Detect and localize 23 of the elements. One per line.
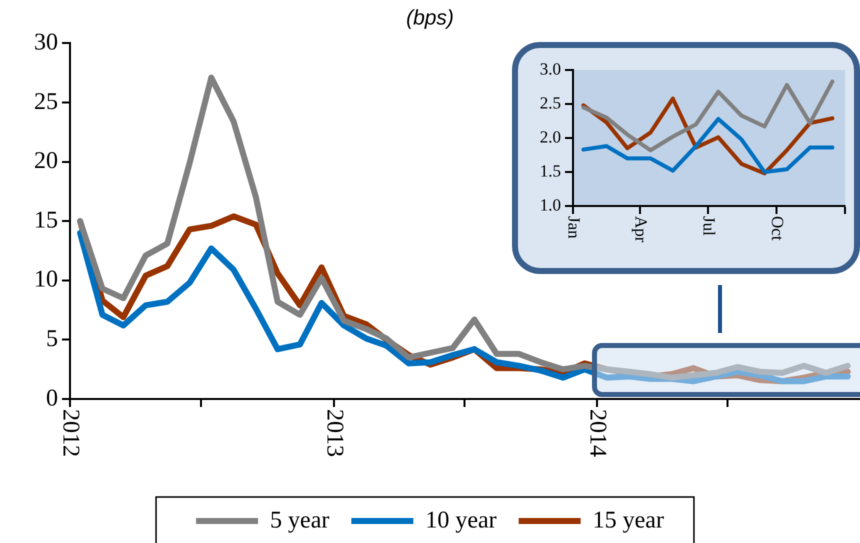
y-tick-label: 10: [34, 266, 58, 293]
y-tick-label: 30: [34, 29, 58, 56]
x-tick-label: Oct: [768, 216, 787, 241]
y-tick-label: 2.5: [540, 93, 561, 112]
x-tick-label: Jan: [564, 216, 584, 240]
y-tick-label: 2.0: [540, 127, 561, 146]
y-tick-label: 5: [46, 326, 58, 352]
legend-label: 5 year: [270, 507, 330, 534]
chart-subtitle: (bps): [406, 6, 454, 30]
y-tick-label: 3.0: [540, 59, 561, 78]
y-tick-label: 15: [34, 207, 58, 234]
x-tick-label: Apr: [632, 216, 651, 243]
y-tick-label: 25: [34, 88, 58, 115]
x-tick-label: 2013: [322, 409, 348, 457]
y-tick-label: 20: [34, 148, 58, 174]
y-tick-label: 0: [46, 385, 58, 412]
x-tick-label: 2012: [58, 409, 84, 457]
x-tick-label: Jul: [699, 216, 718, 236]
y-tick-label: 1.5: [540, 161, 561, 180]
legend-label: 10 year: [425, 507, 497, 534]
x-tick-label: 2014: [584, 409, 611, 457]
y-tick-label: 1.0: [540, 195, 561, 214]
legend-label: 15 year: [592, 507, 664, 534]
